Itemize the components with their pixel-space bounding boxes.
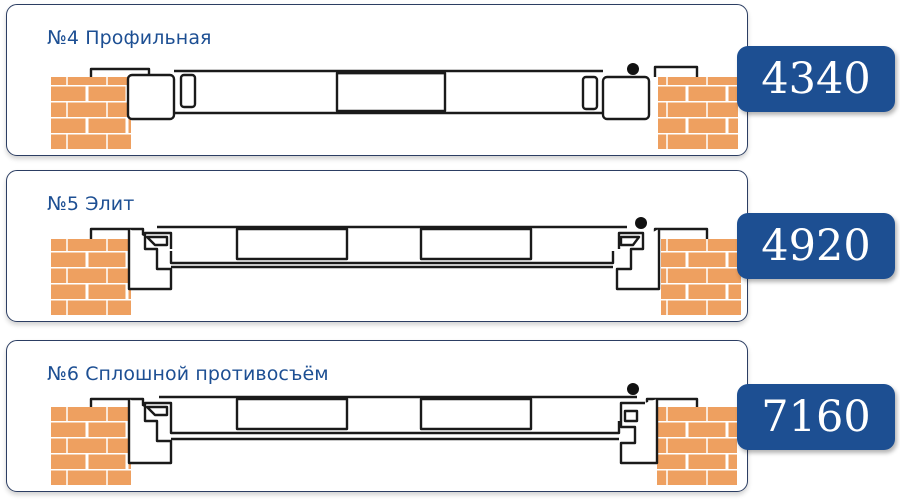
door-card-profilnaya: №4 Профильная [6,4,748,156]
price-badge: 4340 [737,46,895,112]
door-profile-scheme [51,217,741,315]
brick-wall-left [51,77,131,149]
card-title: №6 Сплошной противосъём [47,363,329,385]
hinge-dot [627,63,639,75]
price-badge: 4920 [737,213,895,279]
price-badge: 7160 [737,384,895,450]
brick-wall-right [657,407,737,485]
brick-wall-right [658,77,738,149]
brick-wall-left [51,407,131,485]
door-profile-scheme [51,383,737,485]
card-title: №4 Профильная [47,27,212,49]
hinge-dot [627,383,639,395]
hinge-dot [635,217,647,229]
door-card-sploshnoy: №6 Сплошной противосъём [6,340,748,492]
brick-wall-left [51,239,131,315]
brick-wall-right [661,239,741,315]
card-title: №5 Элит [47,193,135,215]
door-card-elit: №5 Элит [6,170,748,322]
door-profile-scheme [51,63,738,149]
